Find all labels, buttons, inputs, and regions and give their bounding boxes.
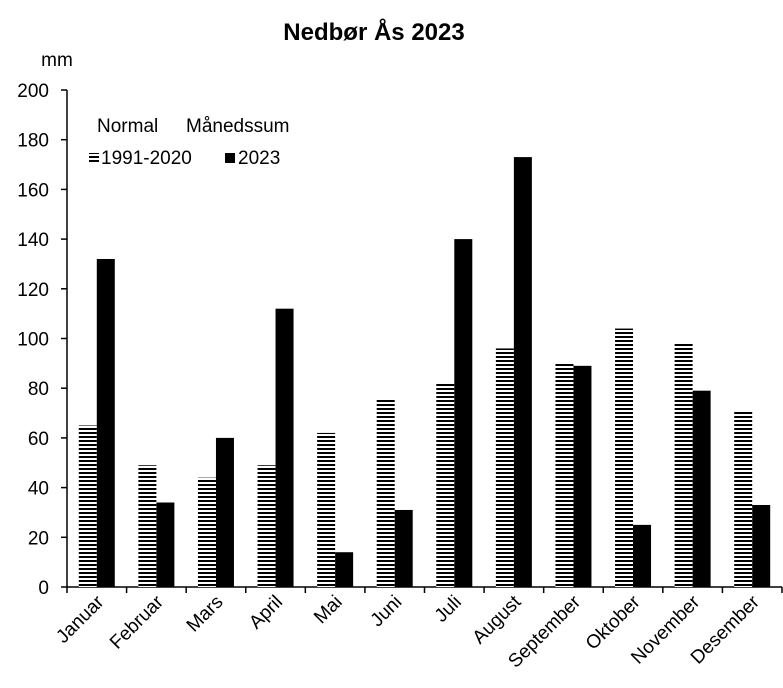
bar-normal-1991-2020 xyxy=(376,398,395,587)
bar-normal-1991-2020 xyxy=(615,328,634,587)
bar-normal-1991-2020 xyxy=(317,432,336,587)
chart-title: Nedbør Ås 2023 xyxy=(283,18,464,46)
legend-label-2023: 2023 xyxy=(238,148,280,169)
bar-normal-1991-2020 xyxy=(674,343,693,587)
bar-2023 xyxy=(752,504,771,587)
y-tick-label: 40 xyxy=(28,479,49,500)
x-category-label: April xyxy=(245,592,287,634)
bar-2023 xyxy=(156,502,175,587)
legend-swatch-normal xyxy=(89,153,99,163)
bar-2023 xyxy=(454,239,473,587)
y-tick-label: 20 xyxy=(28,528,49,549)
y-tick-label: 200 xyxy=(17,81,49,102)
bar-normal-1991-2020 xyxy=(555,363,574,587)
bar-normal-1991-2020 xyxy=(436,383,455,587)
bar-2023 xyxy=(513,157,532,587)
legend-label-normal: 1991-2020 xyxy=(101,148,192,169)
bar-normal-1991-2020 xyxy=(734,410,753,587)
legend-header-normal: Normal xyxy=(97,116,158,137)
legend-swatch-2023 xyxy=(225,153,235,163)
x-category-label: Juli xyxy=(431,592,466,627)
bar-2023 xyxy=(633,524,652,587)
bar-normal-1991-2020 xyxy=(78,425,97,587)
bar-normal-1991-2020 xyxy=(257,465,276,587)
bar-2023 xyxy=(275,308,294,587)
y-axis-unit-label: mm xyxy=(41,50,73,71)
bar-normal-1991-2020 xyxy=(495,348,514,587)
bar-2023 xyxy=(96,258,115,587)
bar-2023 xyxy=(215,437,234,587)
bar-2023 xyxy=(335,552,354,587)
bar-normal-1991-2020 xyxy=(197,477,216,587)
legend-header-monthly-sum: Månedssum xyxy=(186,116,290,137)
y-tick-label: 80 xyxy=(28,379,49,400)
x-category-label: August xyxy=(469,591,526,648)
bar-2023 xyxy=(692,390,711,587)
y-tick-label: 0 xyxy=(38,578,49,599)
x-category-label: Februar xyxy=(106,591,168,653)
y-tick-label: 100 xyxy=(17,330,49,351)
x-category-label: Juni xyxy=(367,592,406,631)
y-tick-label: 120 xyxy=(17,280,49,301)
y-axis-ticks: 0 20 40 60 80 100 120 140 160 180 200 xyxy=(17,81,67,599)
x-category-label: Januar xyxy=(52,591,108,647)
y-tick-label: 160 xyxy=(17,180,49,201)
y-tick-label: 60 xyxy=(28,429,49,450)
bar-2023 xyxy=(573,365,592,587)
y-tick-label: 180 xyxy=(17,131,49,152)
x-category-label: Mars xyxy=(183,592,228,637)
x-axis-ticks xyxy=(66,587,783,593)
y-tick-label: 140 xyxy=(17,230,49,251)
legend: Normal Månedssum 1991-2020 2023 xyxy=(89,116,290,169)
x-category-label: Mai xyxy=(310,592,347,629)
bar-2023 xyxy=(394,509,413,587)
bar-normal-1991-2020 xyxy=(138,465,157,587)
bar-series xyxy=(78,157,771,587)
